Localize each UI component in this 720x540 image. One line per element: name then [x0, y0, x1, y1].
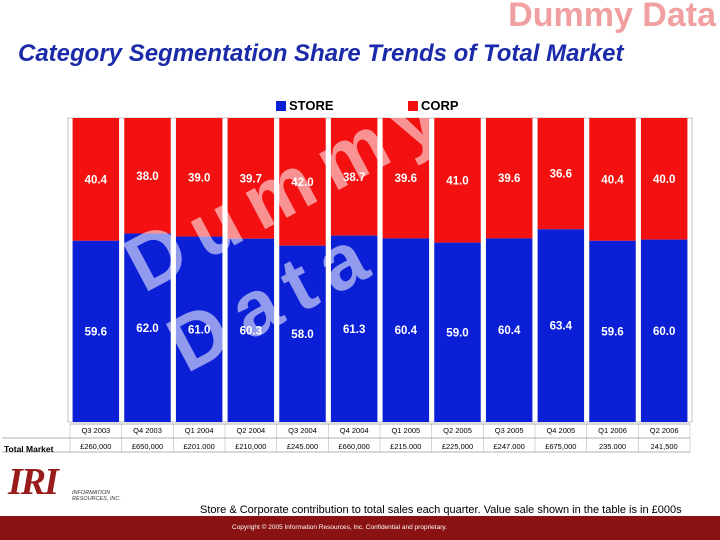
bar-corp-3: [227, 118, 275, 239]
bar-store-4: [279, 245, 326, 422]
bar-corp-4: [279, 118, 326, 246]
bar-store-7: [434, 242, 481, 422]
data-label-store-4: 58.0: [291, 329, 313, 341]
x-tick-label-3: Q2 2004: [236, 426, 265, 435]
data-label-corp-11: 40.0: [653, 174, 675, 186]
data-label-corp-2: 39.0: [188, 172, 210, 184]
x-tick-label-0: Q3 2003: [81, 426, 110, 435]
x-tick-label-2: Q1 2004: [185, 426, 214, 435]
table-cell-10: 235.000: [599, 442, 626, 451]
bar-corp-10: [589, 118, 636, 241]
table-cell-4: £245.000: [287, 442, 318, 451]
x-tick-label-7: Q2 2005: [443, 426, 472, 435]
logo-letters: IRI: [8, 461, 59, 503]
data-label-corp-3: 39.7: [240, 173, 262, 185]
data-label-corp-8: 39.6: [498, 173, 520, 185]
table-cell-2: £201.000: [184, 442, 215, 451]
x-tick-label-8: Q3 2005: [495, 426, 524, 435]
data-label-corp-6: 39.6: [395, 173, 417, 185]
copyright-text: Copyright © 2005 Information Resources, …: [232, 524, 447, 531]
legend-corp-swatch: [408, 101, 418, 111]
footer-bar: Copyright © 2005 Information Resources, …: [0, 516, 720, 540]
table-cell-9: £675,000: [545, 442, 576, 451]
data-label-store-8: 60.4: [498, 325, 521, 337]
table-cell-0: £260,000: [80, 442, 111, 451]
plot-area: [67, 117, 693, 423]
x-tick-label-11: Q2 2006: [650, 426, 679, 435]
x-tick-label-4: Q3 2004: [288, 426, 317, 435]
bar-corp-11: [640, 118, 688, 240]
bar-store-11: [640, 239, 688, 422]
data-label-store-0: 59.6: [85, 326, 107, 338]
bar-store-8: [485, 238, 533, 422]
bar-corp-8: [485, 118, 533, 239]
x-tick-label-9: Q4 2005: [546, 426, 575, 435]
table-cell-8: £247.000: [494, 442, 525, 451]
stacked-bar-chart: 40.4 59.6 Q3 2003 £260,000 38.0 62.0 Q4 2003 £6…: [2, 117, 693, 453]
dummy-data-watermark: Dummy Data: [508, 0, 716, 34]
data-label-store-9: 63.4: [550, 321, 573, 333]
bar-corp-7: [434, 118, 481, 243]
data-label-corp-7: 41.0: [446, 175, 468, 187]
data-label-corp-9: 36.6: [550, 169, 572, 181]
table-cell-7: £225,000: [442, 442, 473, 451]
data-label-store-1: 62.0: [136, 323, 158, 335]
bar-corp-1: [124, 118, 171, 234]
data-label-store-7: 59.0: [446, 327, 468, 339]
x-tick-label-10: Q1 2006: [598, 426, 627, 435]
chart-caption: Store & Corporate contribution to total …: [200, 504, 682, 516]
bar-corp-6: [382, 118, 430, 239]
chart-title: Category Segmentation Share Trends of To…: [18, 40, 624, 67]
data-label-corp-4: 42.0: [291, 177, 313, 189]
data-label-corp-0: 40.4: [85, 174, 108, 186]
table-cell-1: £650,000: [132, 442, 163, 451]
bar-store-5: [330, 235, 378, 422]
legend-corp-label: CORP: [421, 98, 459, 113]
legend-store-label: STORE: [289, 98, 334, 113]
table-cell-3: £210,000: [235, 442, 266, 451]
bar-corp-5: [330, 118, 378, 236]
data-label-store-10: 59.6: [601, 326, 623, 338]
bar-corp-9: [537, 118, 585, 230]
bar-store-9: [537, 229, 585, 422]
bar-store-1: [124, 233, 171, 422]
data-label-store-6: 60.4: [395, 325, 418, 337]
legend-store: STORE: [276, 98, 334, 113]
data-label-store-5: 61.3: [343, 324, 365, 336]
legend-store-swatch: [276, 101, 286, 111]
table-cell-11: 241,500: [651, 442, 678, 451]
table-row-label: Total Market: [4, 444, 54, 454]
company-logo: IRI INFORMATION RESOURCES, INC.: [8, 460, 128, 510]
bar-store-3: [227, 238, 275, 422]
x-tick-label-5: Q4 2004: [340, 426, 369, 435]
bar-store-2: [175, 236, 223, 422]
bar-corp-2: [175, 118, 223, 237]
data-label-store-11: 60.0: [653, 326, 675, 338]
data-label-corp-10: 40.4: [601, 174, 624, 186]
table-cell-6: £215.000: [390, 442, 421, 451]
bar-store-6: [382, 238, 430, 422]
data-label-store-2: 61.0: [188, 324, 210, 336]
legend-corp: CORP: [408, 98, 459, 113]
bar-store-10: [589, 240, 636, 422]
bar-store-0: [72, 240, 120, 422]
table-cell-5: £660,000: [339, 442, 370, 451]
data-label-corp-1: 38.0: [136, 171, 158, 183]
x-tick-label-6: Q1 2005: [391, 426, 420, 435]
data-label-corp-5: 38.7: [343, 172, 365, 184]
data-label-store-3: 60.3: [240, 325, 262, 337]
bar-corp-0: [72, 118, 120, 241]
logo-subtitle: INFORMATION RESOURCES, INC.: [72, 490, 121, 502]
x-tick-label-1: Q4 2003: [133, 426, 162, 435]
